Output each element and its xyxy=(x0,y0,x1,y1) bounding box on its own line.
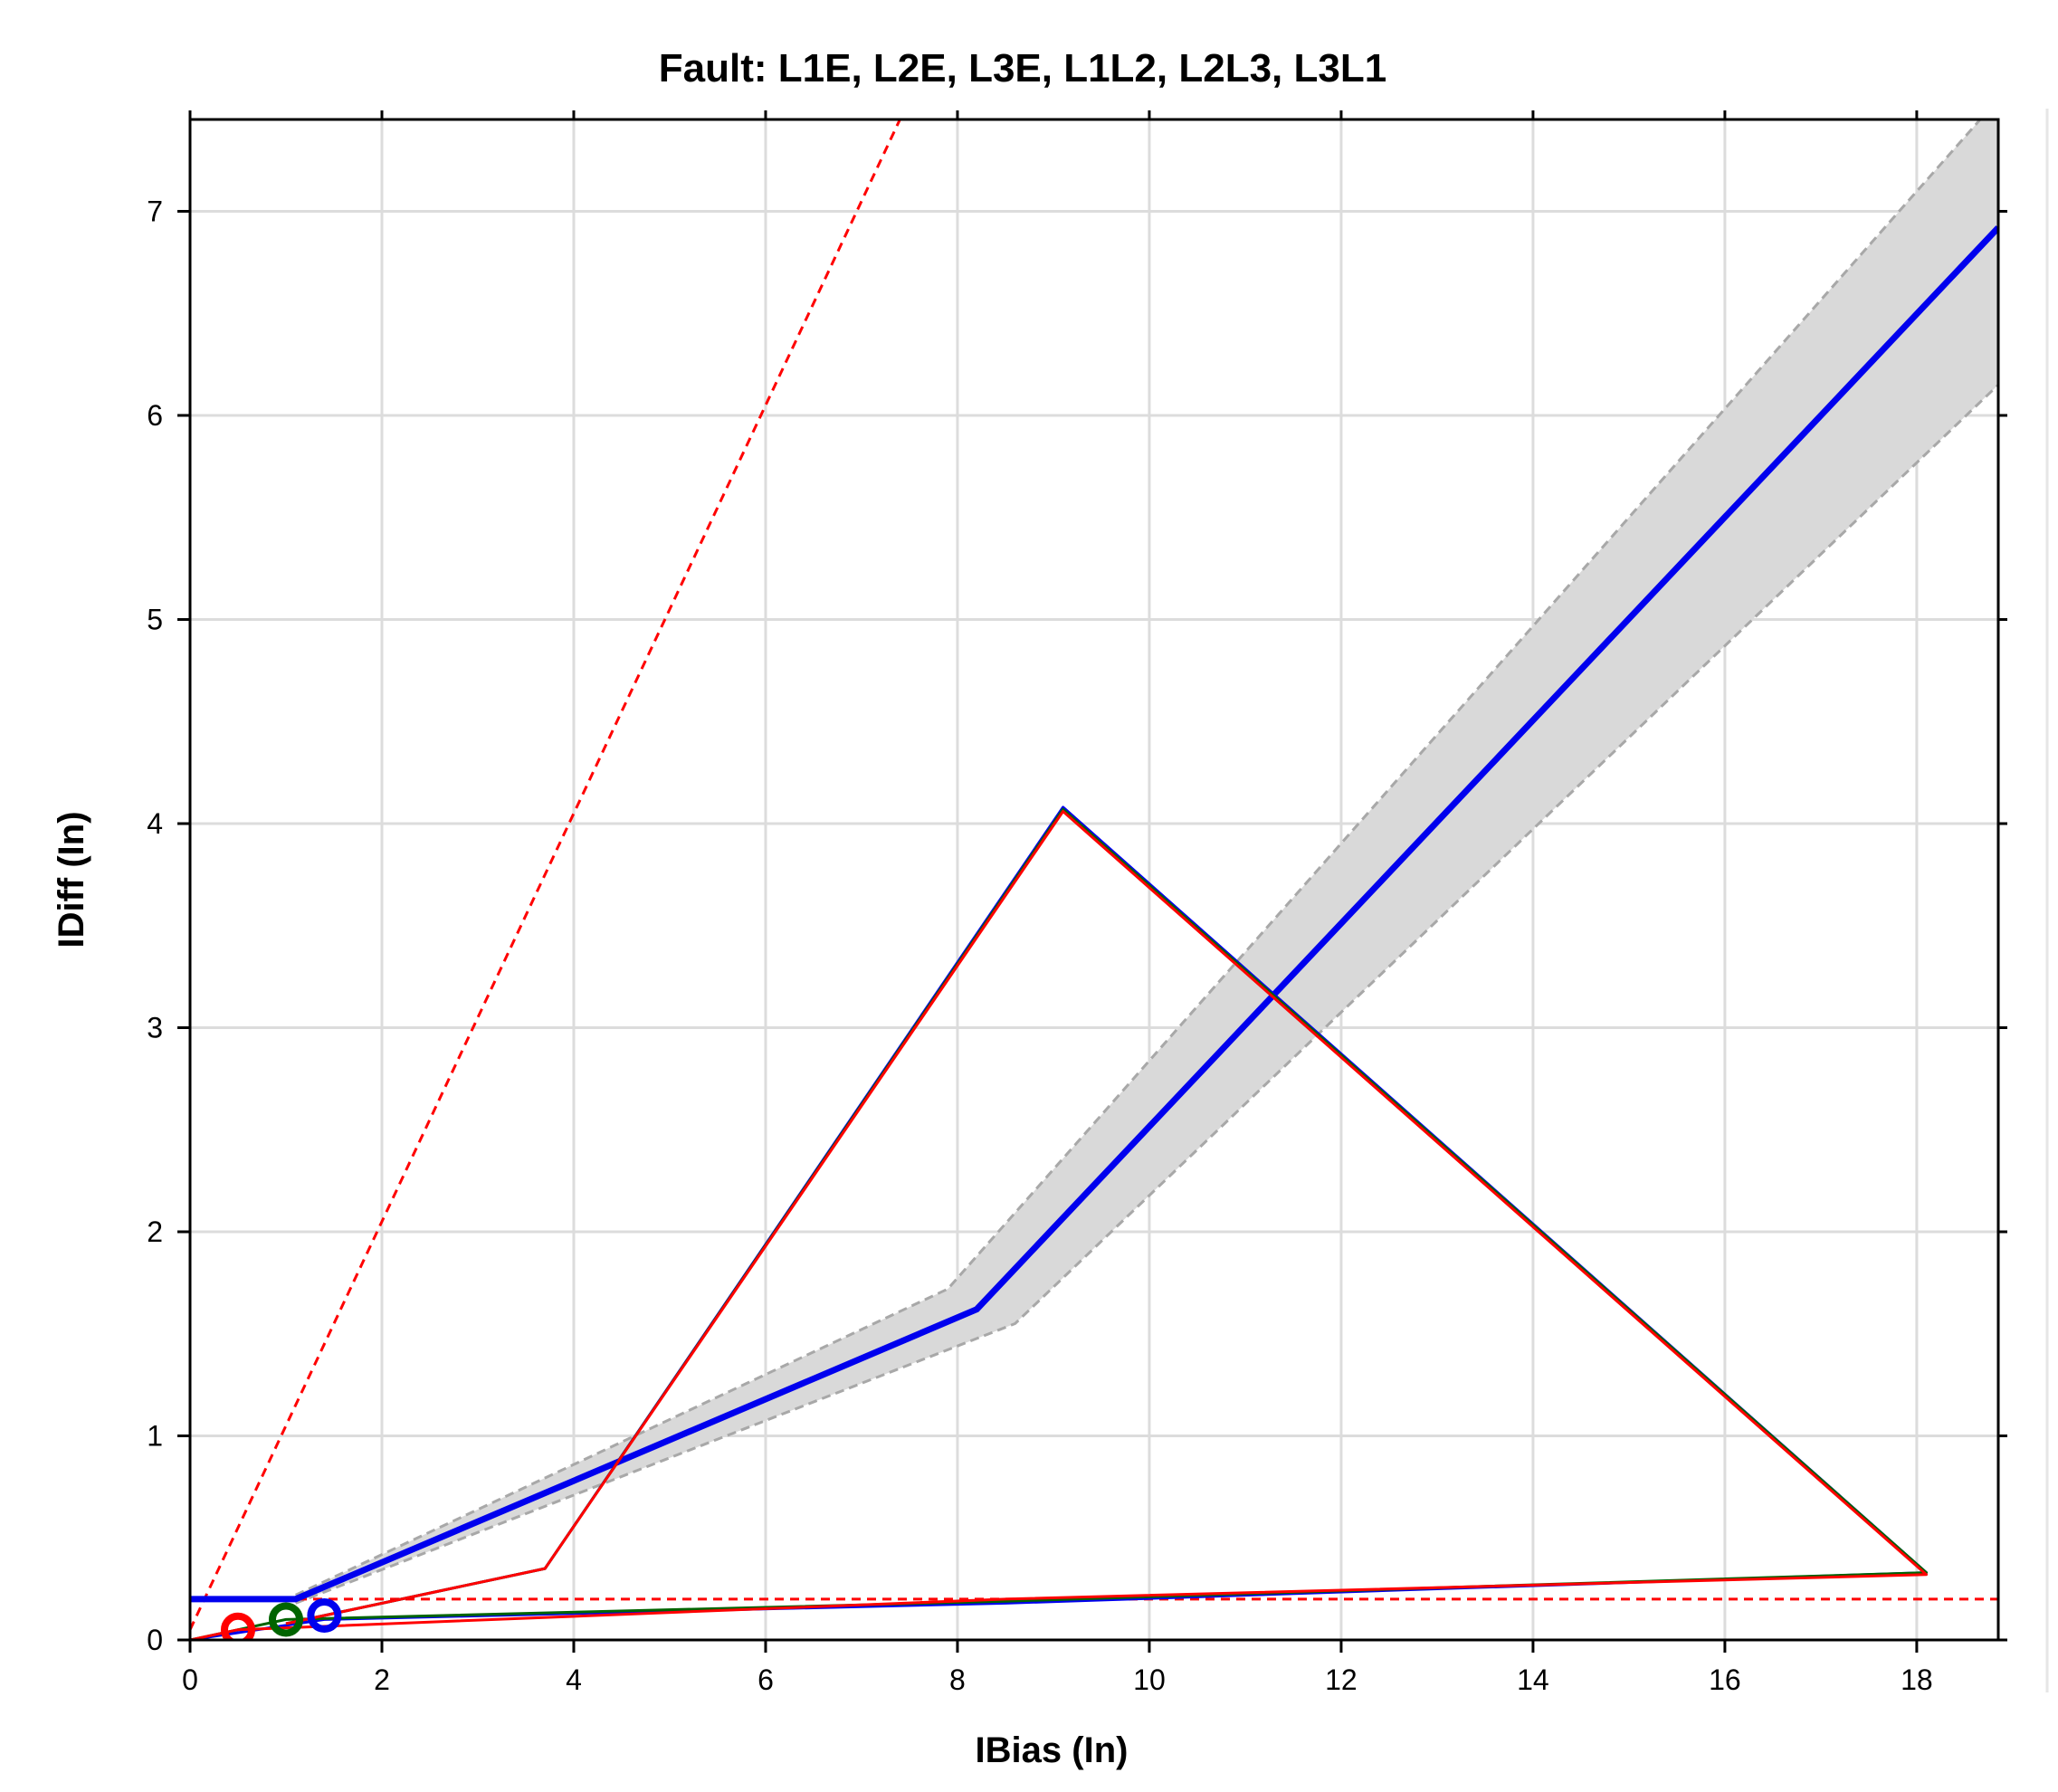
x-tick-label-3: 6 xyxy=(757,1663,774,1696)
y-tick-label-3: 3 xyxy=(147,1011,163,1044)
x-tick-label-9: 18 xyxy=(1901,1663,1933,1696)
y-tick-label-5: 5 xyxy=(147,603,163,635)
chart-title: Fault: L1E, L2E, L3E, L1L2, L2L3, L3L1 xyxy=(659,46,1386,91)
series-red-line xyxy=(190,810,1928,1640)
y-tick-label-0: 0 xyxy=(147,1624,163,1656)
y-axis-label: IDiff (In) xyxy=(52,811,91,948)
marker-red xyxy=(221,1612,255,1640)
plot-area xyxy=(190,119,1998,1640)
characteristic-line xyxy=(190,225,1998,1603)
x-tick-label-0: 0 xyxy=(182,1663,198,1696)
y-tick-label-6: 6 xyxy=(147,399,163,432)
x-tick-label-1: 2 xyxy=(374,1663,390,1696)
x-tick-label-8: 16 xyxy=(1709,1663,1741,1696)
x-tick-label-6: 12 xyxy=(1325,1663,1358,1696)
x-tick-label-5: 10 xyxy=(1133,1663,1166,1696)
x-axis-label: IBias (In) xyxy=(976,1730,1129,1770)
x-tick-label-2: 4 xyxy=(566,1663,582,1696)
marker-green xyxy=(268,1602,303,1637)
tolerance-band-lower-edge xyxy=(295,384,1998,1605)
plot-frame xyxy=(188,118,2000,1642)
reference-line-0 xyxy=(190,119,901,1631)
tolerance-band-upper-edge xyxy=(294,119,1983,1597)
y-tick-label-4: 4 xyxy=(147,807,163,840)
y-tick-label-1: 1 xyxy=(147,1419,163,1452)
marker-blue xyxy=(307,1597,342,1633)
x-tick-label-7: 14 xyxy=(1517,1663,1549,1696)
y-tick-label-7: 7 xyxy=(147,195,163,227)
y-tick-label-2: 2 xyxy=(147,1215,163,1248)
x-tick-label-4: 8 xyxy=(949,1663,966,1696)
